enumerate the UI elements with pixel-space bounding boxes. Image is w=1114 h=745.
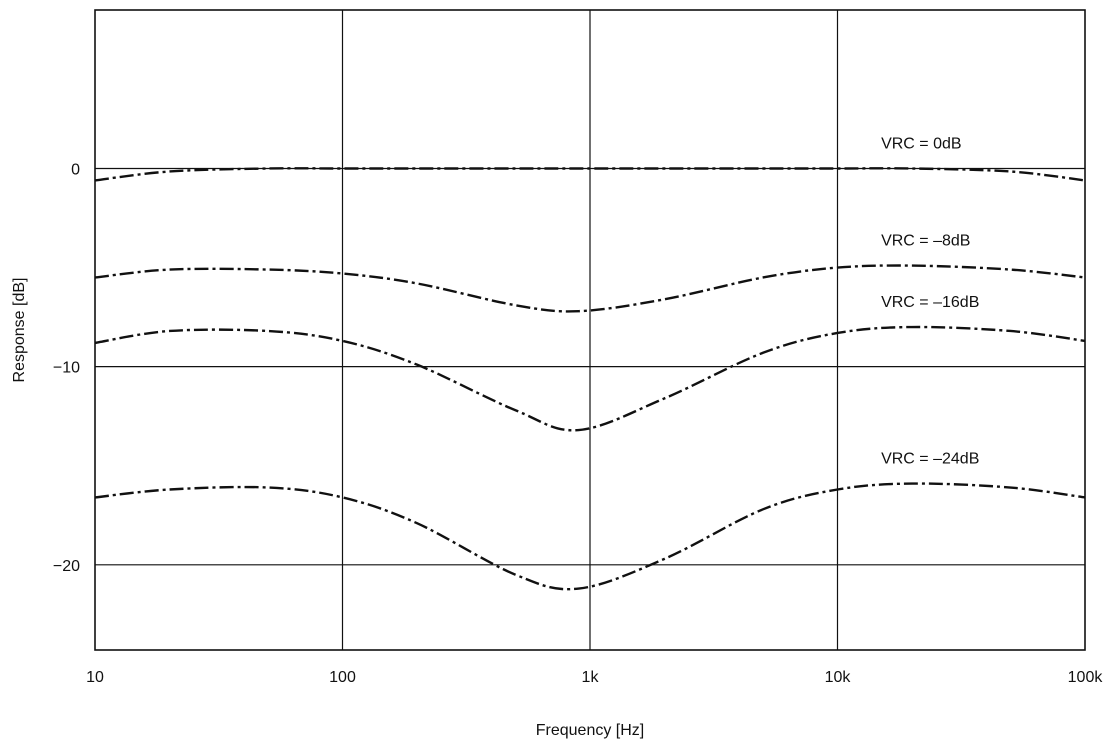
x-tick-label: 1k	[582, 669, 600, 686]
x-tick-label: 100	[329, 669, 356, 686]
series-label: VRC = –8dB	[881, 233, 970, 250]
series-label: VRC = –16dB	[881, 294, 979, 311]
x-tick-label: 100k	[1068, 669, 1104, 686]
x-tick-label: 10k	[825, 669, 852, 686]
series-curve	[94, 482, 1086, 591]
series-curves	[94, 167, 1086, 591]
grid-lines	[95, 10, 1085, 650]
y-tick-label: −20	[53, 558, 80, 575]
series-curve	[94, 264, 1086, 313]
series-curve	[94, 325, 1086, 432]
series-label: VRC = 0dB	[881, 136, 961, 153]
series-label: VRC = –24dB	[881, 451, 979, 468]
y-tick-label: −10	[53, 360, 80, 377]
x-axis-label: Frequency [Hz]	[536, 722, 644, 739]
y-tick-label: 0	[71, 162, 80, 179]
tick-labels: 10 100 1k 10k 100k 0 −10 −20	[53, 162, 1103, 686]
x-tick-label: 10	[86, 669, 104, 686]
y-axis-label: Response [dB]	[11, 278, 28, 383]
plot-frame	[94, 9, 1086, 651]
series-curve	[94, 167, 1086, 182]
series-labels: VRC = 0dB VRC = –8dB VRC = –16dB VRC = –24d…	[881, 136, 979, 468]
